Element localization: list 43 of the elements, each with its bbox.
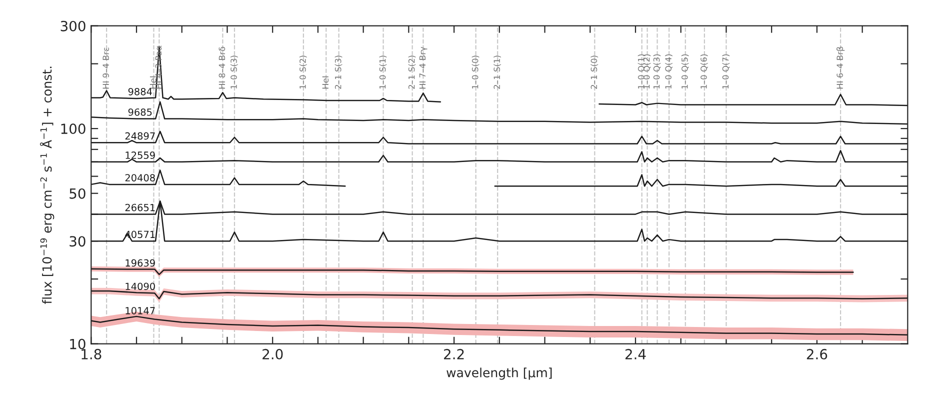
ref-line-label: 1–0 Q(1) — [638, 54, 646, 89]
ref-line-label: HI 4–3 Paα — [155, 46, 162, 89]
ref-line-label: HI 7–4 Brγ — [419, 46, 428, 89]
series-label: 9884 — [128, 88, 152, 96]
ref-line-label: HI 9–4 Brε — [102, 48, 109, 89]
ref-line-label: 1–0 Q(4) — [665, 54, 672, 89]
series-label: 24897 — [125, 132, 155, 140]
ref-line-label: HeI — [322, 76, 329, 89]
x-tick-label: 1.8 — [82, 348, 102, 360]
ref-line-label: 2–1 S(3) — [334, 56, 342, 89]
series-label: 26651 — [125, 204, 155, 212]
ref-line-label: 1–0 S(1) — [379, 56, 387, 89]
ref-line-label: HI 6–4 Brβ — [836, 46, 845, 89]
ref-line-label: 1–0 S(3) — [230, 56, 238, 89]
series-label: 12559 — [126, 152, 155, 159]
y-tick-label: 10 — [70, 338, 86, 350]
y-tick-label: 300 — [60, 20, 86, 32]
x-tick-label: 2.4 — [625, 348, 646, 360]
ref-line-label: 1–0 S(2) — [299, 56, 307, 89]
x-tick-label: 2.6 — [806, 348, 828, 360]
ref-line-label: 1–0 Q(6) — [700, 54, 708, 89]
y-tick-label: 50 — [70, 188, 86, 199]
ref-line-label: 1–0 S(0) — [472, 56, 480, 89]
ref-line-label: 2–1 S(0) — [590, 56, 598, 89]
series-label: 9685 — [128, 108, 152, 116]
y-tick-label: 30 — [70, 236, 86, 247]
series-label: 40571 — [125, 230, 155, 238]
series-label: 10147 — [126, 307, 155, 314]
ref-line-label: HI 8–4 Brδ — [218, 46, 226, 89]
ref-line-label: HeI — [150, 76, 156, 89]
ref-line-label: 1–0 Q(7) — [722, 54, 730, 89]
ref-line-label: 1–0 Q(5) — [681, 54, 689, 89]
y-tick-label: 100 — [61, 124, 86, 134]
x-axis-title: wavelength [µm] — [446, 368, 552, 380]
text: flux [10$^{−19}$ erg cm$^{−2}$ s$^{−1}$ Å$^{−1}$] + const. — [40, 66, 54, 304]
x-tick-label: 2.0 — [262, 348, 283, 360]
series-label: 20408 — [125, 174, 155, 182]
series-label: 19639 — [126, 259, 155, 267]
ref-line-label: 2–1 S(1) — [494, 56, 501, 89]
x-tick-label: 2.2 — [444, 348, 464, 360]
ref-line-label: 2–1 S(2) — [408, 56, 416, 89]
ref-line-label: 1–0 Q(3) — [653, 54, 661, 89]
series-label: 14090 — [126, 282, 155, 290]
